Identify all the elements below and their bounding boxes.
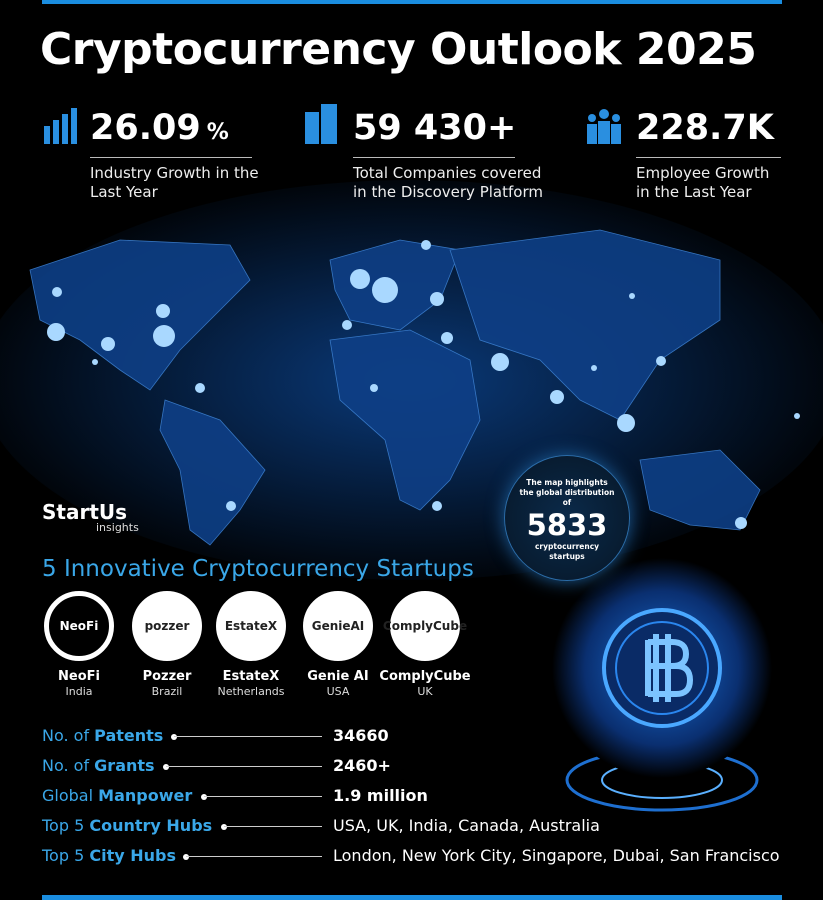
fact-key: Grants <box>94 756 155 775</box>
startup-country: Netherlands <box>217 685 285 698</box>
stat-value: 26.09% <box>90 108 229 148</box>
stat-value: 59 430+ <box>353 108 516 148</box>
fact-dot <box>183 854 189 860</box>
stat-divider <box>90 157 252 158</box>
startup-logo: pozzer <box>132 591 202 661</box>
title: Cryptocurrency Outlook 2025 <box>40 24 757 75</box>
startup-logo-text: ComplyCube <box>382 619 468 633</box>
fact-dot <box>221 824 227 830</box>
fact-dot <box>201 794 207 800</box>
startup-name: EstateX <box>222 669 280 684</box>
fact-line <box>166 766 322 767</box>
logo: StartUs <box>42 500 128 524</box>
fact-prefix: Top 5 <box>42 846 85 865</box>
stat-value: 228.7K <box>636 108 774 148</box>
top-bar <box>42 0 782 4</box>
startup-logo: EstateX <box>216 591 286 661</box>
map-note: The map highlights the global distributi… <box>504 455 630 581</box>
fact-line <box>174 736 322 737</box>
stat-number: 26.09 <box>90 108 201 148</box>
fact-label: Top 5 Country Hubs <box>42 816 212 835</box>
fact-dot <box>171 734 177 740</box>
stat-divider <box>353 157 515 158</box>
fact-value: 34660 <box>333 726 389 745</box>
startup-name: ComplyCube <box>379 669 471 684</box>
startup-logo-text: NeoFi <box>59 619 99 633</box>
startup-country: India <box>65 685 93 698</box>
bitcoin-graphic <box>552 558 772 812</box>
startup-name: NeoFi <box>58 669 100 684</box>
logo-sub: insights <box>96 521 139 534</box>
note-text: The map highlights the global distributi… <box>519 478 615 507</box>
fact-key: City Hubs <box>89 846 176 865</box>
startup-logo: ComplyCube <box>383 591 467 661</box>
fact-value: 1.9 million <box>333 786 428 805</box>
fact-line <box>204 796 322 797</box>
startup-country: Brazil <box>151 685 183 698</box>
fact-prefix: No. of <box>42 756 90 775</box>
fact-prefix: Top 5 <box>42 816 85 835</box>
fact-label: No. of Patents <box>42 726 163 745</box>
startup-logo: GenieAI <box>303 591 373 661</box>
fact-prefix: No. of <box>42 726 90 745</box>
stat-label: Employee Growth in the Last Year <box>636 164 770 201</box>
stat-label: Industry Growth in the Last Year <box>90 164 259 201</box>
fact-key: Country Hubs <box>89 816 213 835</box>
fact-value: London, New York City, Singapore, Dubai,… <box>333 846 780 865</box>
fact-key: Manpower <box>98 786 193 805</box>
startup-name: Genie AI <box>307 669 369 684</box>
fact-dot <box>163 764 169 770</box>
fact-prefix: Global <box>42 786 94 805</box>
bottom-bar <box>42 895 782 900</box>
stat-number: 59 430+ <box>353 108 517 148</box>
startup-logo-text: EstateX <box>224 619 278 633</box>
fact-label: Global Manpower <box>42 786 192 805</box>
fact-line <box>224 826 322 827</box>
stat-number: 228.7K <box>636 108 774 148</box>
note-caption: cryptocurrency startups <box>534 542 600 561</box>
startup-country: USA <box>326 685 350 698</box>
section-title: 5 Innovative Cryptocurrency Startups <box>42 556 474 582</box>
stat-label: Total Companies covered in the Discovery… <box>353 164 543 201</box>
stat-unit: % <box>206 120 229 145</box>
fact-value: USA, UK, India, Canada, Australia <box>333 816 600 835</box>
map-dots <box>47 240 800 529</box>
fact-key: Patents <box>94 726 164 745</box>
startup-logo-text: pozzer <box>144 619 190 633</box>
stat-divider <box>636 157 781 158</box>
fact-label: No. of Grants <box>42 756 155 775</box>
startup-logo-text: GenieAI <box>311 619 365 633</box>
world-map <box>29 229 761 546</box>
fact-label: Top 5 City Hubs <box>42 846 176 865</box>
note-count: 5833 <box>526 508 608 542</box>
stat-icons <box>44 104 621 144</box>
startup-name: Pozzer <box>142 669 192 684</box>
fact-value: 2460+ <box>333 756 391 775</box>
startup-logo: NeoFi <box>44 591 114 661</box>
startup-country: UK <box>417 685 433 698</box>
fact-line <box>186 856 322 857</box>
